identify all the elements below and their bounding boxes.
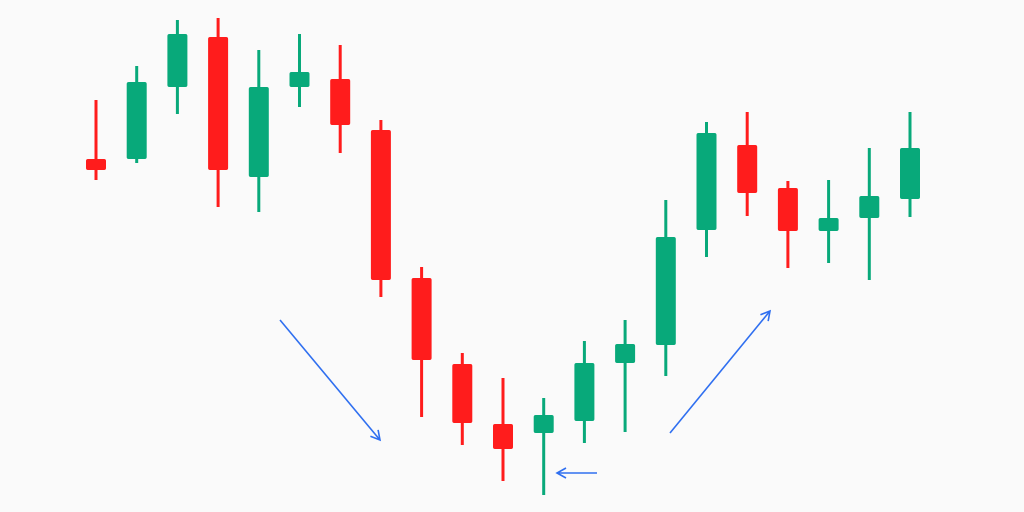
candle-body: [777, 188, 798, 231]
candle-body: [208, 37, 229, 170]
candle-up: [818, 180, 839, 263]
candle-up: [900, 112, 920, 217]
candle-body: [737, 145, 758, 193]
candle-down: [86, 100, 106, 180]
candle-down: [777, 181, 798, 268]
arrows-group: [279, 309, 772, 479]
candle-up: [696, 122, 717, 257]
candle-body: [655, 237, 676, 345]
candle-up: [615, 320, 636, 432]
candle-body: [167, 34, 188, 87]
candle-up: [126, 66, 147, 163]
candle-up: [574, 341, 595, 443]
candle-down: [370, 120, 391, 297]
arrow-down-right-icon: [279, 319, 382, 442]
candle-up: [859, 148, 880, 280]
arrow-up-right-icon: [669, 309, 772, 434]
candle-up: [248, 50, 269, 212]
candle-down: [411, 267, 432, 417]
candle-down: [452, 353, 473, 445]
candle-body: [330, 79, 351, 125]
candle-body: [411, 278, 432, 360]
candle-body: [615, 344, 636, 363]
candle-body: [126, 82, 147, 159]
candle-down: [208, 18, 229, 207]
candles-group: [86, 18, 920, 495]
candle-down: [330, 45, 351, 153]
candle-body: [900, 148, 920, 199]
candle-down: [737, 112, 758, 216]
candle-up: [167, 20, 188, 114]
candle-body: [818, 218, 839, 231]
candle-down: [493, 378, 513, 481]
candle-body: [452, 364, 473, 423]
candle-body: [859, 196, 880, 218]
candle-body: [370, 130, 391, 280]
candle-body: [533, 415, 554, 433]
candle-up: [289, 34, 310, 107]
candle-up: [533, 398, 554, 495]
candle-body: [574, 363, 595, 421]
candle-body: [86, 159, 106, 170]
candle-body: [289, 72, 310, 87]
candle-body: [493, 424, 513, 449]
candle-up: [655, 200, 676, 376]
candle-body: [696, 133, 717, 230]
candle-body: [248, 87, 269, 177]
